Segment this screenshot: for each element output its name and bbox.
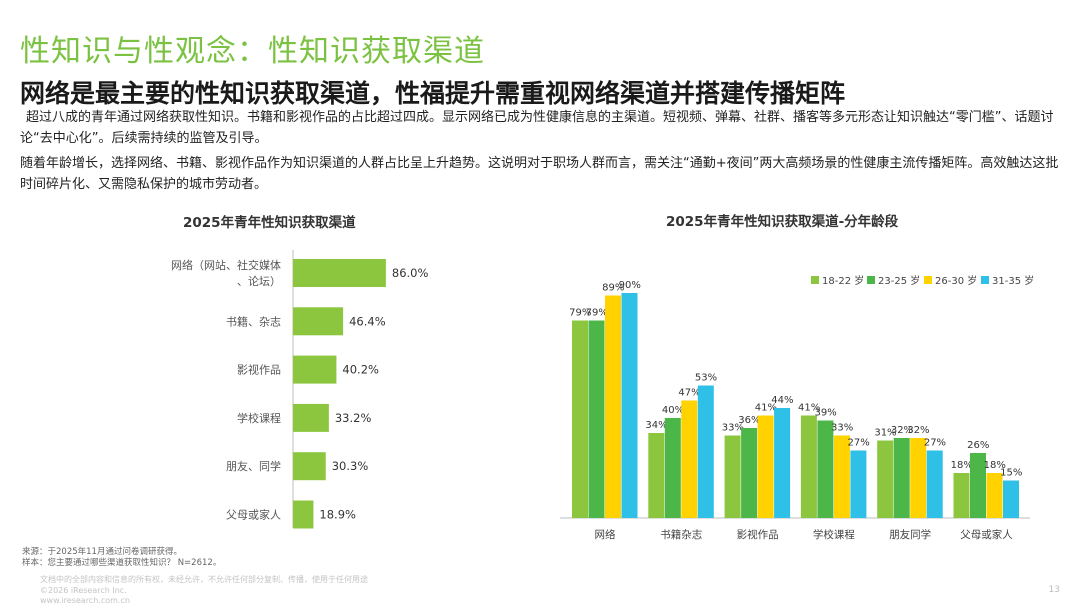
category-label: 父母或家人 [226,508,281,522]
footer-copyright: ©2026 iResearch Inc. [40,586,127,595]
category-label: 、论坛） [237,274,281,288]
value-label: 33% [722,423,744,434]
value-label: 40.2% [342,363,379,377]
bar [986,473,1003,518]
legend-label: 18-22 岁 [822,274,864,287]
legend-swatch [867,276,875,284]
value-label: 79% [586,308,608,319]
category-label: 学校课程 [813,528,855,541]
bar [293,403,329,432]
value-label: 53% [695,373,717,384]
bar [893,438,910,518]
page-number: 13 [1048,585,1060,595]
bar [970,453,986,518]
bar [724,435,741,518]
value-label: 18% [951,460,973,471]
left-chart-title: 2025年青年性知识获取渠道 [183,215,356,231]
category-label: 父母或家人 [960,528,1013,541]
category-label: 朋友同学 [889,528,931,541]
value-label: 15% [1000,468,1022,479]
bar [293,452,326,481]
value-label: 90% [619,280,641,291]
bar [605,295,621,518]
bar [1003,480,1019,518]
bar [293,355,337,384]
bar [681,400,698,518]
category-label: 学校课程 [237,411,281,425]
legend-label: 23-25 岁 [878,274,920,287]
bar [697,385,714,518]
category-label: 网络（网站、社交媒体 [171,258,281,272]
bar [293,259,386,287]
bar [926,450,943,518]
value-label: 47% [678,388,700,399]
bar [293,307,344,336]
category-label: 书籍、杂志 [226,314,281,328]
value-label: 46.4% [349,314,386,328]
footer-rights-note: 文档中的全部内容和信息的所有权，未经允许，不允许任何部分复制、传播，使用于任何用… [40,575,368,584]
bar [648,433,665,518]
footer-sample: 样本：您主要通过哪些渠道获取性知识？ N=2612。 [22,558,222,568]
footer-url: www.iresearch.com.cn [40,596,130,605]
value-label: 89% [602,283,624,294]
page-title: 性知识与性观念：性知识获取渠道 [20,34,485,69]
bar [817,420,834,518]
bar [621,293,638,518]
category-label: 书籍杂志 [660,528,702,541]
legend-swatch [811,276,819,284]
bar [293,500,314,529]
value-label: 30.3% [332,459,369,473]
summary-paragraph-1: 超过八成的青年通过网络获取性知识。书籍和影视作品的占比超过四成。显示网络已成为性… [20,110,1054,146]
value-label: 39% [815,408,837,419]
category-label: 影视作品 [737,528,779,541]
legend-label: 31-35 岁 [992,274,1034,287]
legend-swatch [924,276,932,284]
value-label: 31% [874,428,896,439]
bar [741,428,758,518]
value-label: 27% [924,438,946,449]
bar [800,415,817,518]
value-label: 36% [738,415,760,426]
value-label: 26% [967,440,989,451]
bar [757,415,774,518]
summary-paragraph-2: 随着年龄增长，选择网络、书籍、影视作品作为知识渠道的人群占比呈上升趋势。这说明对… [20,156,1059,192]
bar [588,320,605,518]
right-chart-title: 2025年青年性知识获取渠道-分年龄段 [666,214,899,230]
category-label: 网络 [595,528,616,541]
headline: 网络是最主要的性知识获取渠道，性福提升需重视网络渠道并搭建传播矩阵 [20,79,846,108]
value-label: 41% [798,403,820,414]
value-label: 18.9% [319,508,356,522]
category-label: 朋友、同学 [226,459,281,473]
legend-label: 26-30 岁 [935,274,977,287]
bar [953,473,970,518]
bar [774,408,791,518]
value-label: 32% [891,425,913,436]
bar [833,435,850,518]
value-label: 34% [645,420,667,431]
footer-source: 来源：于2025年11月通过问卷调研获得。 [22,547,182,557]
category-label: 影视作品 [237,363,281,377]
value-label: 18% [984,460,1006,471]
value-label: 33.2% [335,411,372,425]
bar [877,440,894,518]
channel-bar-chart: 86.0% 网络（网站、社交媒体、论坛） 46.4% 书籍、杂志 40.2% 影视作品 33… [171,250,429,529]
legend-swatch [981,276,989,284]
bar [664,418,681,518]
value-label: 41% [755,403,777,414]
value-label: 32% [907,425,929,436]
value-label: 27% [848,438,870,449]
bar [572,320,588,518]
value-label: 44% [771,395,793,406]
value-label: 33% [831,423,853,434]
value-label: 40% [662,405,684,416]
bar [850,450,867,518]
value-label: 86.0% [392,266,429,280]
bar [910,438,927,518]
value-label: 79% [569,308,591,319]
